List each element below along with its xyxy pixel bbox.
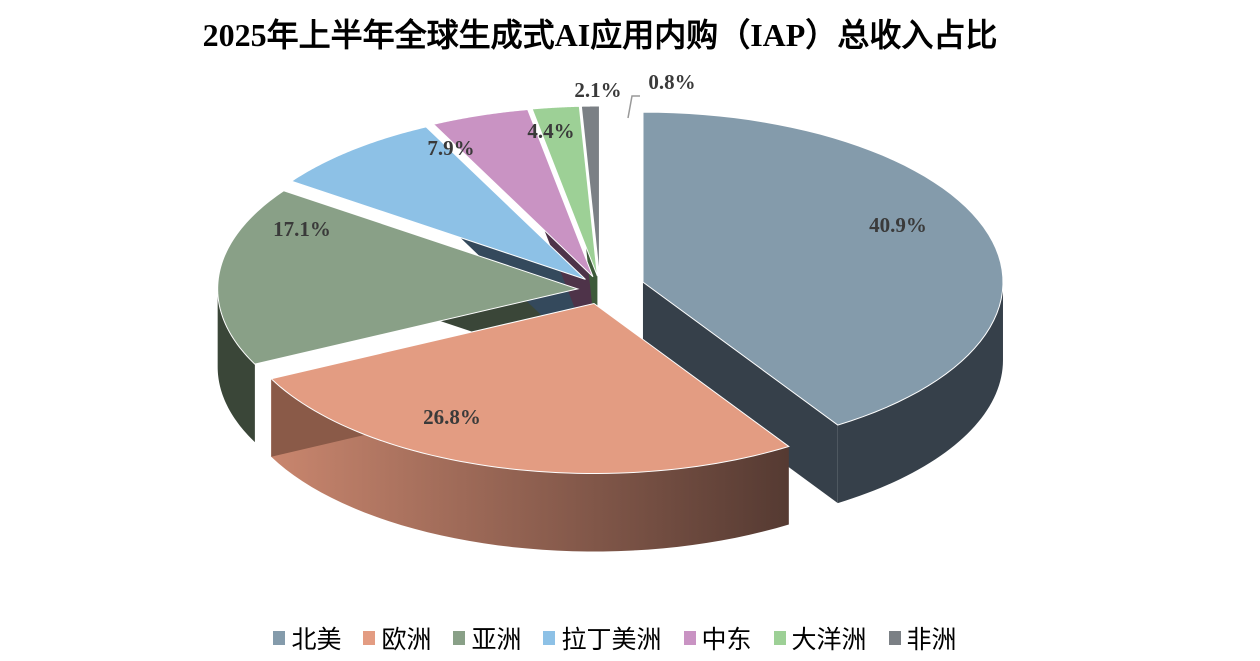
legend-label: 中东	[701, 627, 752, 654]
data-label-europe: 26.8%	[423, 405, 481, 429]
legend-label: 非洲	[906, 627, 957, 654]
legend-item-africa[interactable]: 非洲	[888, 620, 957, 656]
legend-swatch	[363, 631, 376, 645]
legend-label: 拉丁美洲	[561, 627, 662, 654]
pie-slice-asia[interactable]	[217, 190, 580, 365]
pie-cut-north-america	[642, 282, 838, 504]
leader-line	[627, 95, 640, 119]
pie-side-north-america	[837, 282, 1003, 504]
legend-label: 北美	[291, 627, 342, 654]
data-label-asia: 17.1%	[273, 217, 331, 241]
pie-slice-middle-east[interactable]	[432, 108, 594, 278]
pie-slice-latin-america[interactable]	[290, 126, 586, 280]
legend: 北美 欧洲 亚洲 拉丁美洲 中东 大洋洲 非洲	[0, 620, 1230, 656]
data-label-africa: 0.8%	[648, 70, 695, 94]
legend-item-north-america[interactable]: 北美	[273, 620, 341, 656]
pie-side-europe	[271, 378, 789, 552]
legend-swatch	[453, 631, 466, 645]
legend-item-latin-america[interactable]: 拉丁美洲	[543, 620, 662, 656]
pie-slice-oceania[interactable]	[531, 105, 598, 277]
pie-slice-north-america[interactable]	[642, 111, 1004, 426]
legend-swatch	[888, 631, 901, 645]
legend-label: 欧洲	[381, 627, 432, 654]
pie-side-asia	[217, 288, 255, 443]
pie-slice-africa[interactable]	[580, 105, 600, 277]
data-label-latin-america: 7.9%	[427, 136, 474, 160]
data-label-oceania: 2.1%	[574, 78, 621, 102]
legend-item-middle-east[interactable]: 中东	[683, 620, 752, 656]
legend-label: 亚洲	[471, 627, 522, 654]
data-label-north-america: 40.9%	[869, 213, 927, 237]
pie-slice-europe[interactable]	[270, 302, 790, 474]
legend-item-europe[interactable]: 欧洲	[363, 620, 431, 656]
data-label-middle-east: 4.4%	[527, 119, 574, 143]
legend-swatch	[543, 631, 556, 645]
legend-swatch	[683, 631, 696, 645]
legend-label: 大洋洲	[791, 627, 867, 654]
legend-swatch	[273, 631, 286, 645]
chart-title: 2025年上半年全球生成式AI应用内购（IAP）总收入占比	[202, 17, 998, 53]
legend-item-oceania[interactable]: 大洋洲	[773, 620, 867, 656]
legend-swatch	[773, 631, 786, 645]
legend-item-asia[interactable]: 亚洲	[453, 620, 521, 656]
